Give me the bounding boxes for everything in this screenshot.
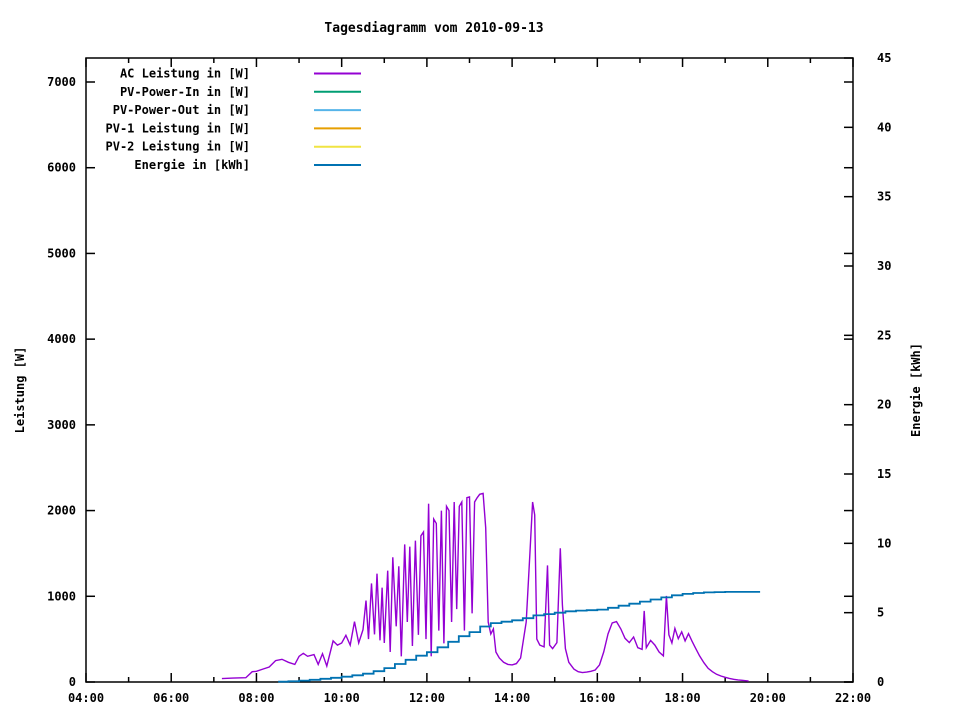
y2-tick-label: 15 <box>877 467 891 481</box>
x-tick-label: 18:00 <box>664 691 700 705</box>
y-tick-label: 1000 <box>47 589 76 603</box>
legend-label: PV-Power-In in [W] <box>120 85 250 99</box>
y2-tick-label: 35 <box>877 190 891 204</box>
series-curve-ac-leistung <box>221 492 749 682</box>
x-tick-label: 06:00 <box>153 691 189 705</box>
chart-title: Tagesdiagramm vom 2010-09-13 <box>324 21 543 36</box>
x-tick-label: 10:00 <box>324 691 360 705</box>
y2-tick-label: 30 <box>877 259 891 273</box>
legend-label: PV-Power-Out in [W] <box>113 103 250 117</box>
x-tick-label: 20:00 <box>750 691 786 705</box>
y2-tick-label: 5 <box>877 606 884 620</box>
y-tick-label: 2000 <box>47 504 76 518</box>
y-tick-label: 5000 <box>47 246 76 260</box>
legend-label: PV-1 Leistung in [W] <box>106 121 251 135</box>
y2-tick-label: 10 <box>877 536 891 550</box>
y2-axis-label: Energie [kWh] <box>909 343 923 437</box>
y-tick-label: 6000 <box>47 161 76 175</box>
x-tick-label: 12:00 <box>409 691 445 705</box>
plot-group: 04:00 06:00 08:00 10:00 12:00 14:00 16:00 18:00… <box>47 51 891 705</box>
y-tick-label: 0 <box>69 675 76 689</box>
y-tick-label: 7000 <box>47 75 76 89</box>
y2-tick-label: 0 <box>877 675 884 689</box>
x-tick-label: 22:00 <box>835 691 871 705</box>
y2-tick-label: 25 <box>877 328 891 342</box>
x-tick-label: 14:00 <box>494 691 530 705</box>
x-tick-label: 16:00 <box>579 691 615 705</box>
y2-tick-label: 20 <box>877 398 891 412</box>
x-tick-label: 04:00 <box>68 691 104 705</box>
x-tick-label: 08:00 <box>238 691 274 705</box>
series-curve-energie <box>278 591 761 683</box>
legend-label: PV-2 Leistung in [W] <box>106 140 251 154</box>
legend-label: Energie in [kWh] <box>134 158 250 172</box>
y-tick-label: 3000 <box>47 418 76 432</box>
y2-tick-label: 45 <box>877 51 891 65</box>
y-tick-label: 4000 <box>47 332 76 346</box>
legend-label: AC Leistung in [W] <box>120 67 250 81</box>
y2-tick-label: 40 <box>877 120 891 134</box>
y-axis-label: Leistung [W] <box>13 347 27 434</box>
